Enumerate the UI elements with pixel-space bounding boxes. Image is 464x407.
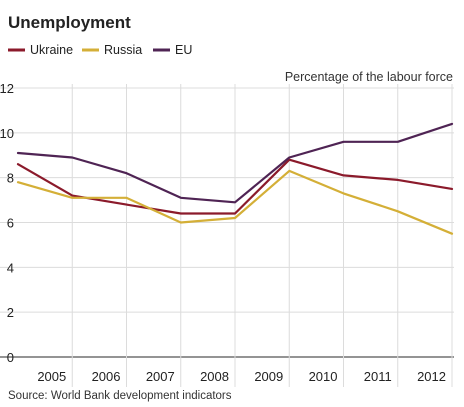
y-axis-label: Percentage of the labour force (285, 70, 453, 84)
legend: Ukraine Russia EU (8, 43, 192, 57)
x-tick-label: 2005 (37, 369, 66, 384)
y-tick-label: 0 (7, 350, 14, 365)
source-note: Source: World Bank development indicator… (8, 390, 232, 402)
y-tick-label: 12 (0, 81, 14, 96)
series-line-eu (16, 122, 454, 204)
legend-label-ukraine: Ukraine (30, 43, 73, 57)
grid (0, 84, 454, 387)
x-tick-label: 2006 (92, 369, 121, 384)
chart-title: Unemployment (8, 13, 131, 32)
x-tick-label: 2008 (200, 369, 229, 384)
y-ticks: 0 2 4 6 8 10 12 (0, 81, 14, 365)
x-tick-label: 2009 (254, 369, 283, 384)
y-tick-label: 8 (7, 171, 14, 186)
x-tick-label: 2012 (417, 369, 446, 384)
legend-label-russia: Russia (104, 43, 142, 57)
x-ticks: 2005 2006 2007 2008 2009 2010 2011 2012 (37, 369, 446, 384)
y-tick-label: 10 (0, 126, 14, 141)
x-tick-label: 2010 (309, 369, 338, 384)
y-tick-label: 4 (7, 260, 14, 275)
series-line-russia (16, 169, 454, 235)
y-tick-label: 6 (7, 216, 14, 231)
series-layer (16, 122, 454, 235)
y-tick-label: 2 (7, 305, 14, 320)
legend-label-eu: EU (175, 43, 192, 57)
x-tick-label: 2007 (146, 369, 175, 384)
x-tick-label: 2011 (364, 369, 392, 384)
